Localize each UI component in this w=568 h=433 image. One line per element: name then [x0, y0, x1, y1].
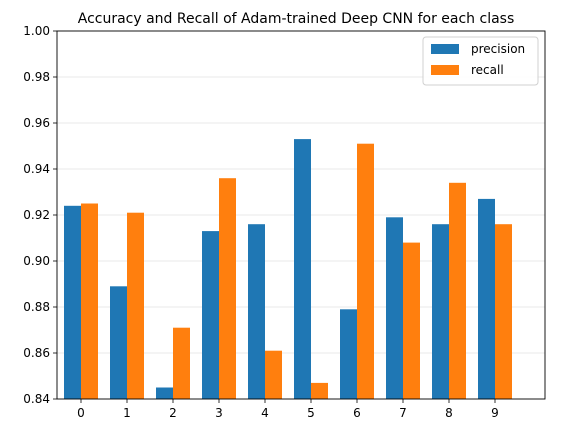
legend-swatch-precision [431, 44, 459, 54]
x-tick-label: 7 [399, 406, 407, 420]
bar-recall-0 [81, 203, 98, 399]
bar-precision-5 [294, 139, 311, 399]
bars [64, 139, 512, 399]
bar-recall-8 [449, 182, 466, 399]
x-tick-label: 8 [445, 406, 453, 420]
bar-recall-5 [311, 382, 328, 399]
bar-precision-2 [156, 387, 173, 399]
bar-precision-3 [202, 231, 219, 399]
y-tick-label: 0.86 [23, 346, 50, 360]
bar-recall-3 [219, 178, 236, 399]
bar-recall-9 [495, 224, 512, 399]
bar-recall-1 [127, 212, 144, 399]
bar-recall-7 [403, 242, 420, 399]
y-tick-label: 0.90 [23, 254, 50, 268]
x-tick-label: 6 [353, 406, 361, 420]
x-axis: 0 1 2 3 4 5 6 7 8 9 [77, 399, 499, 420]
bar-precision-9 [478, 198, 495, 399]
x-tick-label: 3 [215, 406, 223, 420]
y-tick-label: 1.00 [23, 24, 50, 38]
x-tick-label: 2 [169, 406, 177, 420]
bar-precision-0 [64, 205, 81, 399]
x-tick-label: 5 [307, 406, 315, 420]
bar-recall-6 [357, 143, 374, 399]
y-tick-label: 0.88 [23, 300, 50, 314]
bar-precision-7 [386, 217, 403, 399]
y-axis: 0.84 0.86 0.88 0.90 0.92 0.94 0.96 0.98 1.00 [23, 24, 57, 406]
bar-precision-1 [110, 286, 127, 399]
x-tick-label: 1 [123, 406, 131, 420]
legend-label-recall: recall [471, 63, 504, 77]
legend-swatch-recall [431, 65, 459, 75]
y-tick-label: 0.94 [23, 162, 50, 176]
bar-precision-6 [340, 309, 357, 399]
x-tick-label: 9 [491, 406, 499, 420]
bar-precision-8 [432, 224, 449, 399]
y-tick-label: 0.96 [23, 116, 50, 130]
legend: precision recall [422, 36, 539, 86]
bar-recall-4 [265, 350, 282, 399]
x-tick-label: 4 [261, 406, 269, 420]
y-tick-label: 0.84 [23, 392, 50, 406]
legend-label-precision: precision [471, 42, 525, 56]
chart-title: Accuracy and Recall of Adam-trained Deep… [78, 11, 515, 27]
y-tick-label: 0.92 [23, 208, 50, 222]
x-tick-label: 0 [77, 406, 85, 420]
y-tick-label: 0.98 [23, 70, 50, 84]
bar-recall-2 [173, 327, 190, 399]
bar-precision-4 [248, 224, 265, 399]
